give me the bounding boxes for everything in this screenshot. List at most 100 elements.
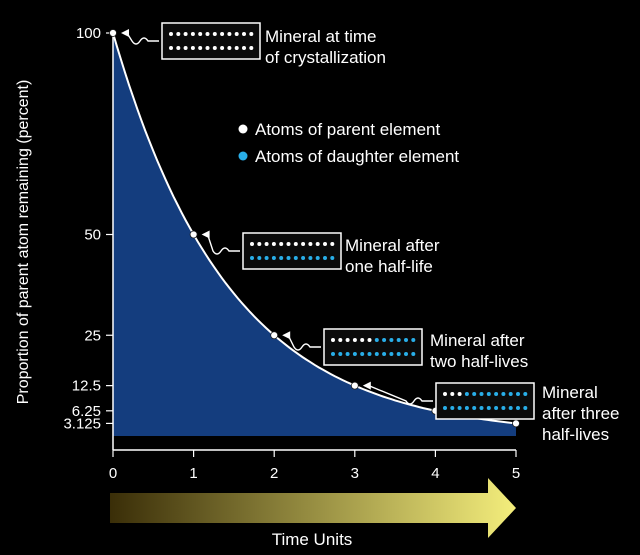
- parent-atom: [457, 392, 462, 396]
- daughter-atom: [352, 352, 357, 356]
- daughter-atom: [450, 406, 455, 410]
- daughter-atom: [404, 352, 408, 356]
- parent-atom: [279, 242, 284, 246]
- time-arrow: [110, 478, 516, 538]
- mineral-box: [323, 328, 423, 366]
- daughter-atom: [464, 392, 469, 396]
- daughter-atom: [293, 256, 298, 260]
- mineral-callout: Mineral after three half-lives: [362, 381, 620, 444]
- daughter-atom: [308, 256, 313, 260]
- parent-atom: [176, 32, 181, 36]
- daughter-atom: [508, 406, 513, 410]
- parent-atom: [345, 338, 350, 342]
- parent-atom: [198, 46, 203, 50]
- daughter-atom: [257, 256, 262, 260]
- daughter-atom: [501, 392, 506, 396]
- parent-atom: [198, 32, 203, 36]
- callout-arrow-line: [206, 234, 240, 255]
- x-tick-label: 2: [270, 465, 278, 482]
- callout-arrow-line: [126, 32, 159, 45]
- y-tick-label: 6.25: [72, 403, 101, 420]
- daughter-atom: [330, 256, 335, 260]
- y-tick-label: 25: [84, 327, 101, 344]
- daughter-atom: [323, 256, 327, 260]
- daughter-atom: [501, 406, 506, 410]
- callout-label: Mineral: [542, 383, 598, 402]
- callout-label: after three: [542, 404, 620, 423]
- data-point: [512, 419, 520, 428]
- callout-label: two half-lives: [430, 352, 528, 371]
- daughter-atom: [494, 392, 499, 396]
- parent-atom: [183, 32, 188, 36]
- parent-atom: [242, 46, 246, 50]
- daughter-atom: [516, 392, 520, 396]
- callout-arrow-line: [287, 334, 321, 351]
- daughter-atom: [367, 352, 372, 356]
- mineral-box: [435, 382, 535, 420]
- x-tick-label: 5: [512, 465, 520, 482]
- parent-atom: [205, 46, 210, 50]
- parent-atom: [249, 32, 254, 36]
- callout-label: Mineral at time: [265, 27, 376, 46]
- parent-atom: [250, 242, 254, 246]
- mineral-box: [242, 232, 342, 270]
- area-fill: [113, 33, 516, 436]
- parent-atom: [212, 32, 217, 36]
- callout-label: Mineral after: [430, 331, 525, 350]
- daughter-atom: [508, 392, 513, 396]
- parent-atom: [176, 46, 181, 50]
- daughter-atom: [286, 256, 291, 260]
- daughter-atom: [264, 256, 269, 260]
- y-tick-label: 12.5: [72, 378, 101, 395]
- parent-atom: [367, 338, 372, 342]
- parent-atom: [286, 242, 291, 246]
- callout-arrowhead: [121, 29, 129, 37]
- daughter-atom: [494, 406, 499, 410]
- parent-atom: [227, 46, 232, 50]
- data-point: [350, 381, 359, 390]
- parent-atom: [183, 46, 188, 50]
- daughter-atom: [382, 338, 387, 342]
- callout-arrowhead: [201, 230, 210, 239]
- x-tick-label: 1: [189, 465, 197, 482]
- parent-atom: [443, 392, 447, 396]
- parent-atom: [450, 392, 455, 396]
- parent-atom: [220, 32, 225, 36]
- y-axis-title: Proportion of parent atom remaining (per…: [15, 80, 32, 405]
- callout-label: one half-life: [345, 257, 433, 276]
- parent-atom: [338, 338, 343, 342]
- parent-atom: [330, 242, 335, 246]
- callout-label: half-lives: [542, 425, 609, 444]
- y-tick-label: 50: [84, 227, 101, 244]
- mineral-callout: Mineral at time of crystallization: [121, 22, 386, 67]
- daughter-atom: [338, 352, 343, 356]
- daughter-atom: [516, 406, 520, 410]
- parent-atom: [271, 242, 276, 246]
- parent-atom: [234, 32, 239, 36]
- legend-daughter-marker: [238, 151, 248, 161]
- parent-atom: [323, 242, 327, 246]
- daughter-atom: [479, 406, 484, 410]
- callout-arrow-line: [368, 384, 433, 405]
- legend-daughter-label: Atoms of daughter element: [255, 147, 459, 166]
- callout-arrowhead: [362, 381, 371, 390]
- daughter-atom: [396, 338, 401, 342]
- daughter-atom: [382, 352, 387, 356]
- data-point: [189, 230, 198, 239]
- legend-parent-marker: [238, 124, 248, 134]
- daughter-atom: [360, 352, 365, 356]
- parent-atom: [190, 32, 195, 36]
- mineral-callout: Mineral after one half-life: [201, 230, 440, 276]
- parent-atom: [190, 46, 195, 50]
- y-tick-label: 100: [76, 25, 101, 42]
- parent-atom: [212, 46, 217, 50]
- daughter-atom: [486, 392, 491, 396]
- parent-atom: [169, 46, 173, 50]
- x-tick-label: 0: [109, 465, 117, 482]
- parent-atom: [234, 46, 239, 50]
- mineral-box: [161, 22, 261, 60]
- parent-atom: [249, 46, 254, 50]
- parent-atom: [352, 338, 357, 342]
- daughter-atom: [331, 352, 335, 356]
